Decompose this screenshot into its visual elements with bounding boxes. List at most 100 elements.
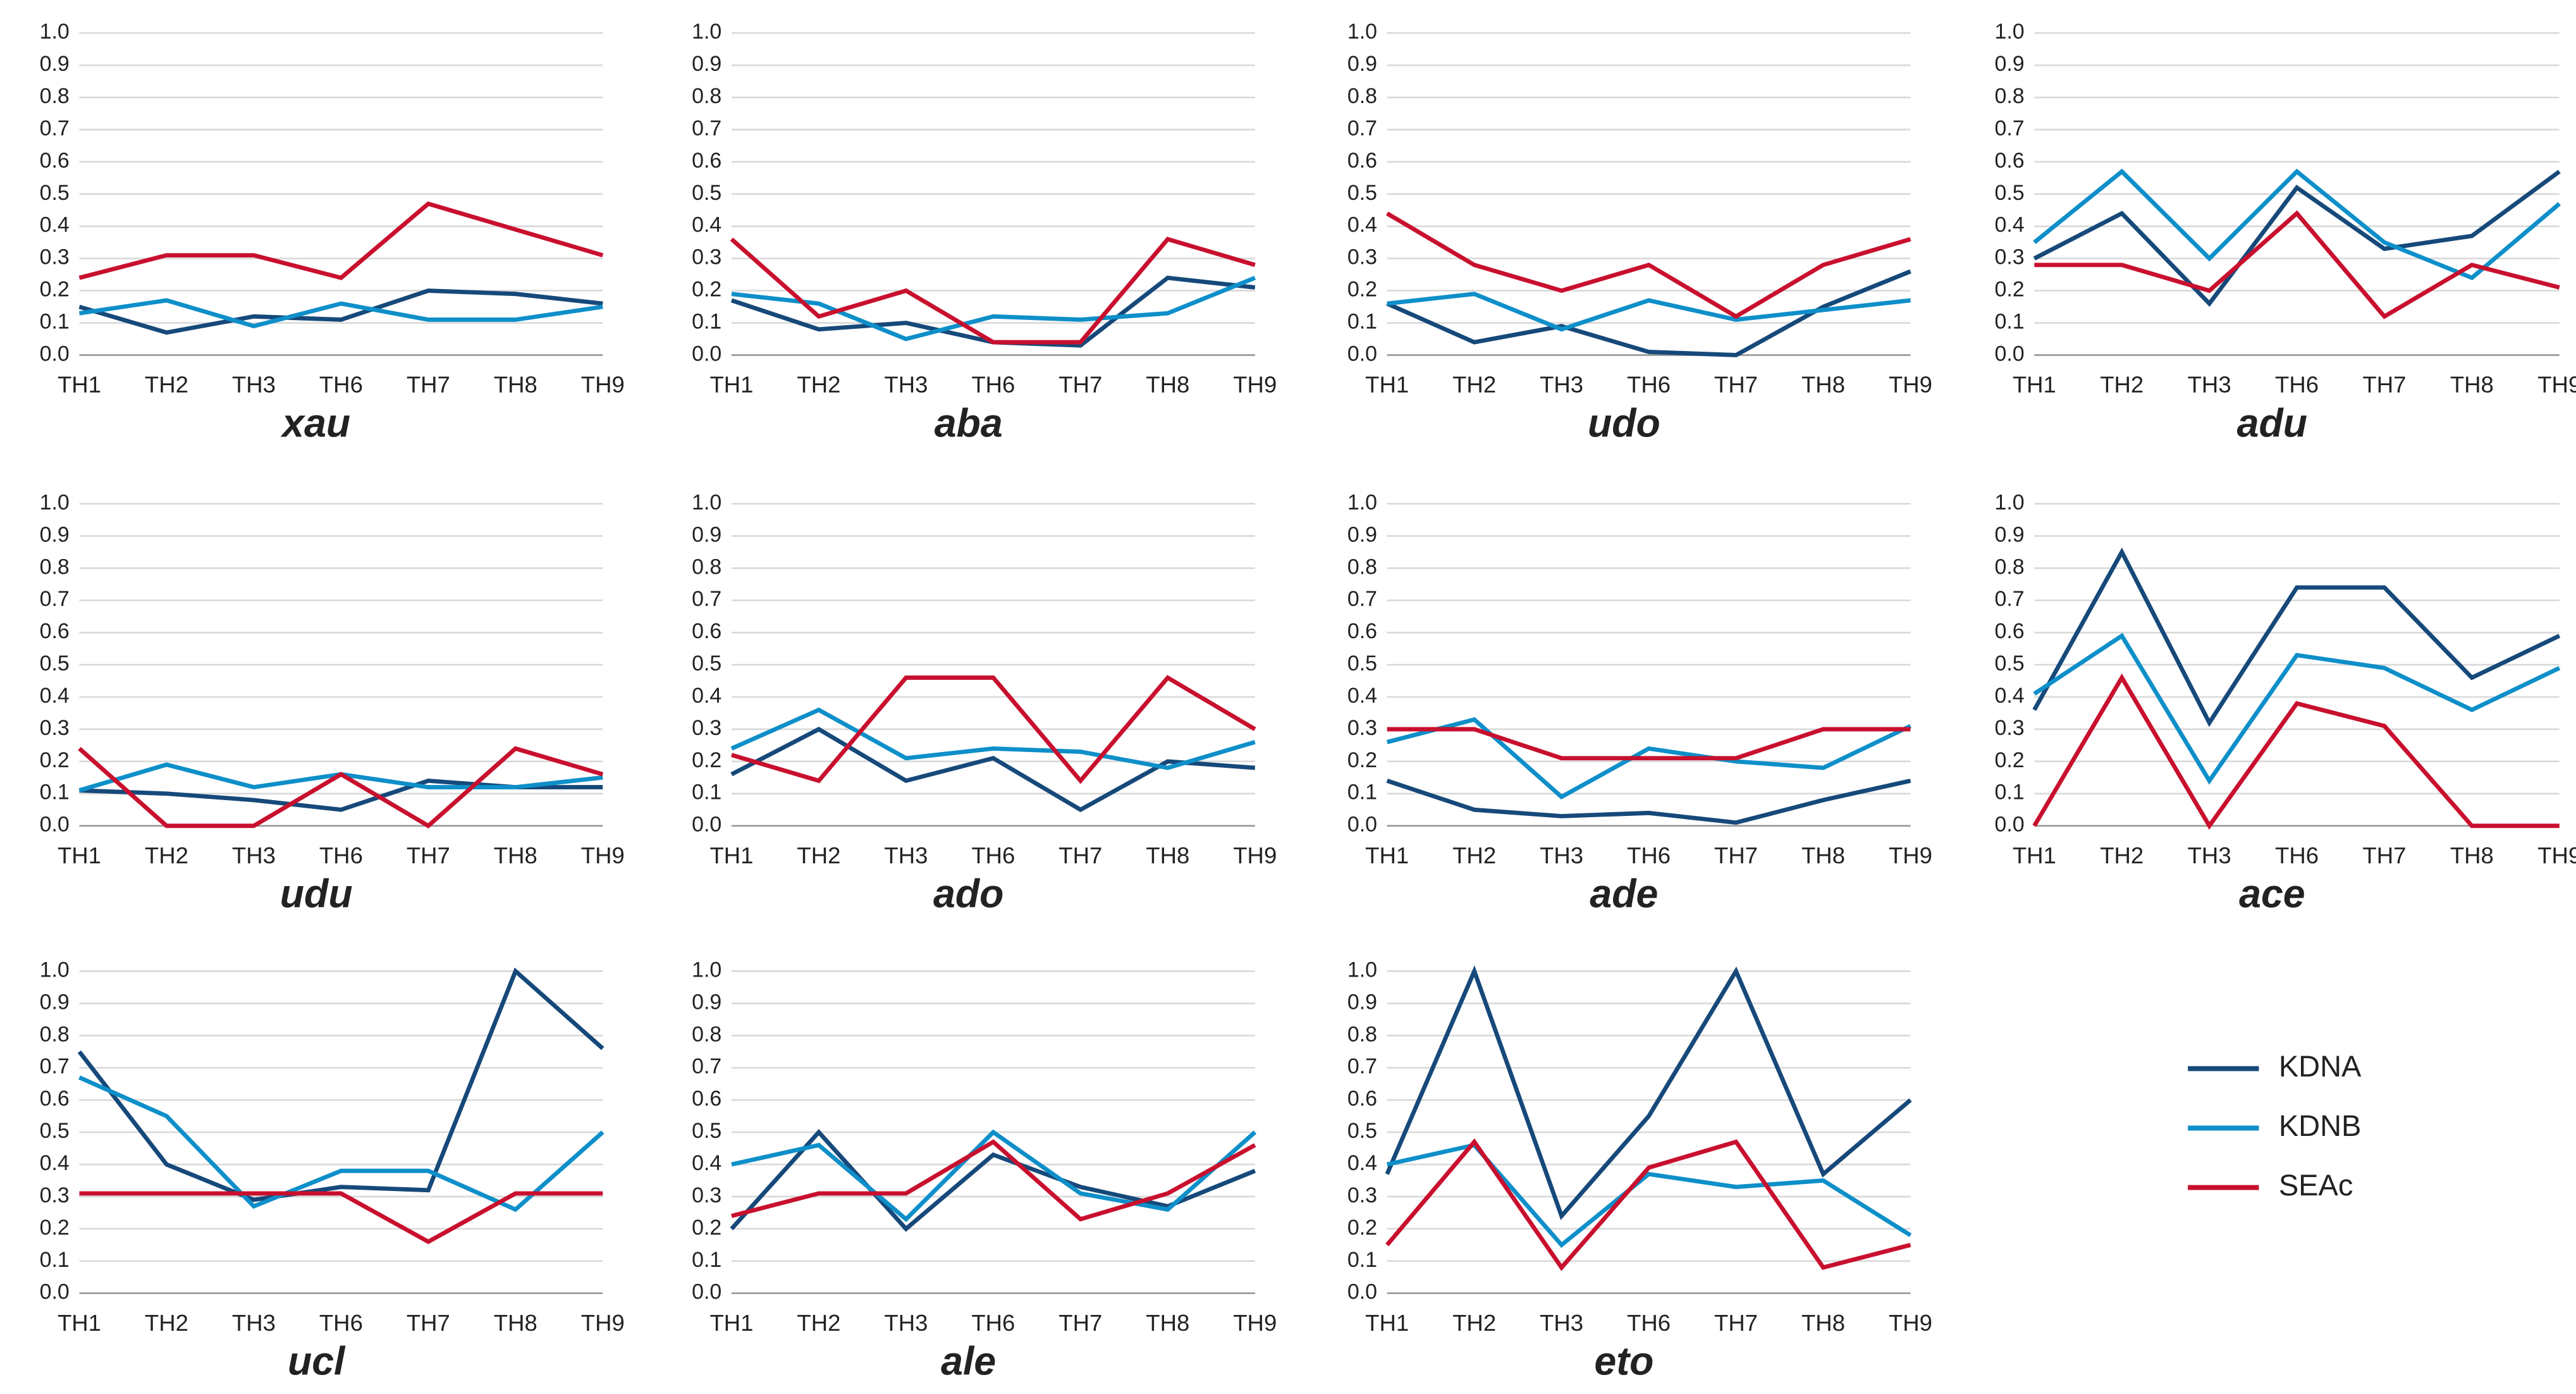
y-tick-label: 0.5: [1347, 651, 1377, 675]
chart-title: ade: [1590, 872, 1658, 916]
y-tick-label: 0.1: [1347, 1248, 1377, 1272]
y-tick-label: 0.2: [1347, 278, 1377, 302]
y-tick-label: 0.6: [1347, 1087, 1377, 1111]
y-tick-label: 0.4: [692, 1151, 721, 1175]
y-tick-label: 1.0: [692, 958, 721, 982]
y-tick-label: 0.3: [692, 245, 721, 269]
chart-title: udu: [280, 872, 353, 916]
series-line: [731, 1129, 1257, 1223]
y-tick-label: 0.0: [1994, 813, 2024, 837]
x-tick-label: TH9: [1233, 372, 1277, 398]
x-tick-label: TH7: [407, 372, 450, 398]
x-tick-label: TH8: [1801, 842, 1845, 868]
legend-label: KDNA: [2279, 1049, 2362, 1083]
x-tick-label: TH6: [2275, 842, 2319, 868]
x-tick-label: TH3: [1540, 372, 1583, 398]
chart-title: udo: [1588, 401, 1660, 445]
x-tick-label: TH8: [494, 1310, 537, 1336]
y-tick-label: 0.4: [1994, 213, 2024, 237]
x-tick-label: TH8: [1146, 842, 1189, 868]
y-tick-label: 0.1: [692, 309, 721, 333]
x-tick-label: TH9: [1889, 372, 1932, 398]
series-line: [2032, 673, 2560, 830]
x-tick-label: TH1: [1365, 842, 1409, 868]
x-tick-label: TH2: [797, 1310, 840, 1336]
y-tick-label: 0.8: [1994, 555, 2024, 579]
y-tick-label: 0.7: [692, 1054, 721, 1078]
x-tick-label: TH9: [581, 1310, 625, 1336]
x-tick-label: TH1: [709, 1310, 753, 1336]
chart-title: adu: [2237, 401, 2307, 445]
series-line: [78, 746, 604, 829]
y-tick-label: 0.4: [1347, 1151, 1377, 1175]
y-tick-label: 0.2: [40, 748, 70, 772]
y-tick-label: 0.3: [40, 245, 70, 269]
y-tick-label: 0.9: [1347, 52, 1377, 76]
series-line: [79, 1191, 603, 1245]
y-tick-label: 0.7: [692, 587, 721, 611]
y-tick-label: 0.2: [692, 748, 721, 772]
y-tick-label: 0.0: [692, 342, 721, 366]
y-tick-label: 0.7: [1347, 116, 1377, 140]
x-tick-label: TH8: [494, 372, 537, 398]
x-tick-label: TH2: [1452, 372, 1496, 398]
series-line: [78, 288, 603, 335]
y-tick-label: 0.6: [1347, 619, 1377, 643]
x-tick-label: TH3: [884, 842, 928, 868]
y-tick-label: 0.6: [692, 1087, 721, 1111]
y-tick-label: 0.0: [40, 1280, 70, 1304]
chart-title: ale: [941, 1340, 996, 1384]
x-tick-label: TH8: [1146, 1310, 1189, 1336]
series-line: [731, 1139, 1256, 1222]
y-tick-label: 0.1: [1347, 780, 1377, 805]
x-tick-label: TH8: [2450, 372, 2494, 398]
x-tick-label: TH9: [1233, 1310, 1277, 1336]
x-tick-label: TH7: [407, 1310, 450, 1336]
y-tick-label: 0.2: [40, 278, 70, 302]
y-tick-label: 0.0: [1347, 342, 1377, 366]
series-line: [730, 237, 1256, 345]
y-tick-label: 0.3: [40, 716, 70, 740]
y-tick-label: 0.4: [40, 684, 70, 708]
y-tick-label: 0.8: [692, 1022, 721, 1046]
x-tick-label: TH1: [709, 372, 753, 398]
x-tick-label: TH3: [2188, 372, 2231, 398]
y-tick-label: 0.6: [1347, 149, 1377, 173]
x-tick-label: TH8: [1801, 1310, 1845, 1336]
y-tick-label: 0.9: [1994, 522, 2024, 546]
y-tick-label: 0.7: [692, 116, 721, 140]
series-line: [2033, 632, 2561, 785]
y-tick-label: 0.1: [1994, 780, 2024, 805]
y-tick-label: 1.0: [692, 20, 721, 44]
y-tick-label: 0.0: [1347, 813, 1377, 837]
chart-title: eto: [1594, 1340, 1653, 1384]
y-tick-label: 0.7: [1347, 587, 1377, 611]
y-tick-label: 0.5: [40, 181, 70, 205]
y-tick-label: 0.5: [692, 1119, 721, 1143]
series-line: [2033, 168, 2561, 281]
y-tick-label: 0.8: [1347, 1022, 1377, 1046]
x-tick-label: TH1: [1365, 1310, 1409, 1336]
y-tick-label: 0.0: [40, 342, 70, 366]
series-line: [78, 1075, 604, 1212]
chart-title: ace: [2239, 872, 2305, 916]
y-tick-label: 0.0: [40, 813, 70, 837]
series-line: [1386, 717, 1911, 799]
x-tick-label: TH3: [2188, 842, 2231, 868]
series-line: [2032, 547, 2561, 727]
x-tick-label: TH1: [2013, 842, 2056, 868]
y-tick-label: 0.1: [1347, 309, 1377, 333]
y-tick-label: 0.4: [1347, 213, 1377, 237]
x-tick-label: TH2: [797, 842, 840, 868]
y-tick-label: 0.9: [40, 52, 70, 76]
y-tick-label: 0.2: [1347, 1216, 1377, 1240]
x-tick-label: TH6: [1627, 842, 1671, 868]
series-line: [731, 675, 1256, 784]
y-tick-label: 1.0: [1347, 490, 1377, 514]
y-tick-label: 0.8: [1347, 555, 1377, 579]
y-tick-label: 0.4: [1347, 684, 1377, 708]
x-tick-label: TH9: [581, 372, 625, 398]
y-tick-label: 0.3: [692, 1183, 721, 1207]
y-tick-label: 1.0: [1347, 958, 1377, 982]
